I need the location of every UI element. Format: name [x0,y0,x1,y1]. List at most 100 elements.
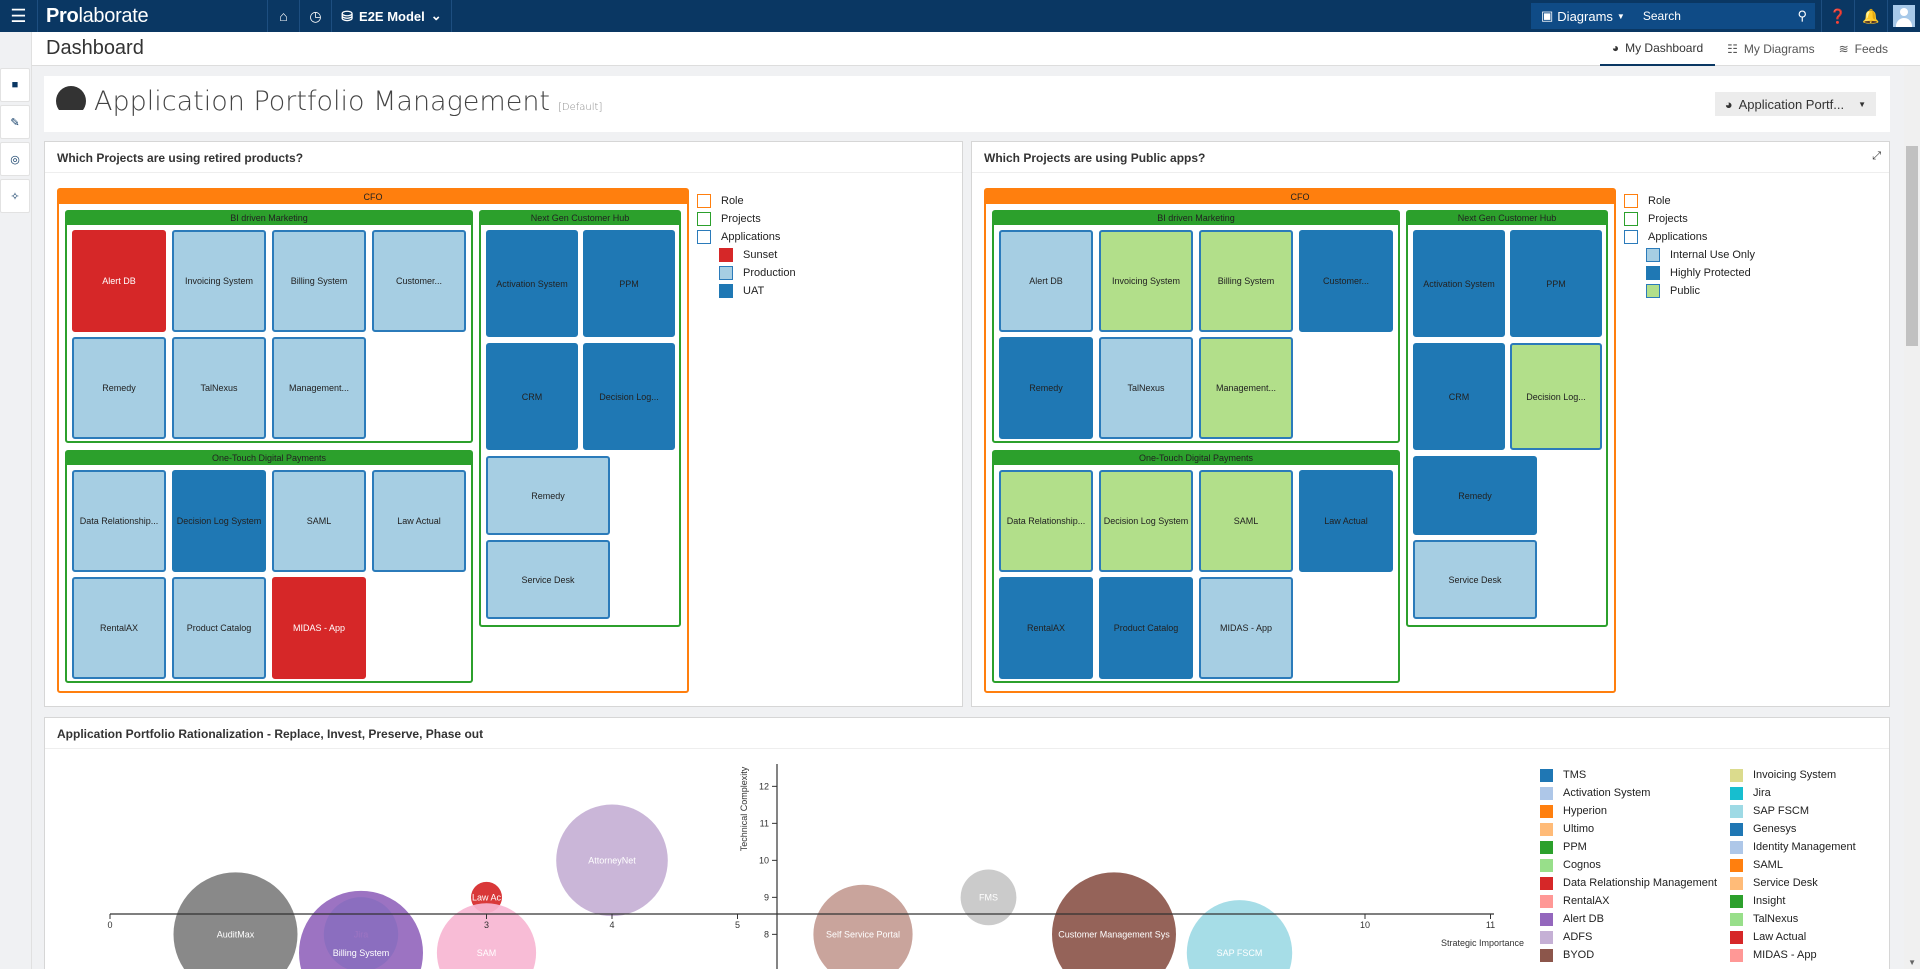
project-otdp[interactable]: One-Touch Digital Payments Data Relations… [992,450,1400,683]
legend-item[interactable]: Hyperion [1540,802,1730,820]
app-tile[interactable]: Law Actual [1299,470,1393,572]
legend-item[interactable]: BYOD [1540,946,1730,964]
bubble-point[interactable] [813,884,913,969]
app-tile[interactable]: CRM [486,343,578,450]
help-icon[interactable]: ❓ [1821,0,1854,32]
scroll-down-icon[interactable]: ▼ [1908,958,1916,967]
app-tile[interactable]: PPM [1510,230,1602,337]
home-icon[interactable]: ⌂ [268,0,300,32]
page-scrollbar[interactable]: ▼ [1904,66,1920,969]
legend-item[interactable]: Invoicing System [1730,766,1880,784]
bubble-point[interactable] [960,869,1017,926]
app-tile[interactable]: Invoicing System [1099,230,1193,332]
bubble-point[interactable] [173,872,298,969]
tab-my-dashboard[interactable]: ◕ My Dashboard [1599,32,1716,66]
legend-item[interactable]: TalNexus [1730,910,1880,928]
role-cfo[interactable]: CFO BI driven Marketing Alert DB Invoicing … [984,188,1616,693]
app-tile[interactable]: Decision Log System [172,470,266,572]
app-tile[interactable]: MIDAS - App [1199,577,1293,679]
tab-my-diagrams[interactable]: ☷ My Diagrams [1715,32,1826,66]
app-tile[interactable]: Alert DB [72,230,166,332]
target-icon[interactable]: ◎ [0,142,30,176]
app-tile[interactable]: Remedy [486,456,610,535]
legend-item[interactable]: Service Desk [1730,874,1880,892]
bell-icon[interactable]: 🔔 [1854,0,1887,32]
app-tile[interactable]: Invoicing System [172,230,266,332]
app-tile[interactable]: Data Relationship... [999,470,1093,572]
tab-feeds[interactable]: ≋ Feeds [1827,32,1900,66]
app-tile[interactable]: Alert DB [999,230,1093,332]
diagrams-dropdown[interactable]: ▣ Diagrams ▼ [1531,8,1635,24]
app-tile[interactable]: TalNexus [1099,337,1193,439]
legend-item[interactable]: Law Actual [1730,928,1880,946]
app-tile[interactable]: Product Catalog [1099,577,1193,679]
project-bi[interactable]: BI driven Marketing Alert DB Invoicing Sys… [992,210,1400,443]
app-tile[interactable]: PPM [583,230,675,337]
legend-item[interactable]: MIDAS - App [1730,946,1880,964]
legend-item[interactable]: SAP FSCM [1730,802,1880,820]
legend-item[interactable]: RentalAX [1540,892,1730,910]
legend-item[interactable]: Cognos [1540,856,1730,874]
legend-item[interactable]: SAML [1730,856,1880,874]
app-tile[interactable]: MIDAS - App [272,577,366,679]
app-tile[interactable]: Product Catalog [172,577,266,679]
app-tile[interactable]: RentalAX [72,577,166,679]
project-bi[interactable]: BI driven Marketing Alert DB Invoicing Sys… [65,210,473,443]
app-tile[interactable]: Decision Log... [583,343,675,450]
search-input[interactable] [1634,9,1785,23]
user-menu[interactable] [1887,0,1920,32]
legend-item[interactable]: Identity Management [1730,838,1880,856]
app-tile[interactable]: Management... [272,337,366,439]
app-tile[interactable]: Service Desk [1413,540,1537,619]
app-tile[interactable]: SAML [272,470,366,572]
legend-item[interactable]: Alert DB [1540,910,1730,928]
app-tile[interactable]: Management... [1199,337,1293,439]
app-tile[interactable]: Decision Log System [1099,470,1193,572]
legend-item[interactable]: Genesys [1730,820,1880,838]
project-ngch[interactable]: Next Gen Customer Hub Activation System PP… [479,210,681,627]
app-tile[interactable]: Decision Log... [1510,343,1602,450]
model-selector[interactable]: ⛁ E2E Model ⌄ [332,0,452,32]
hamburger-menu-icon[interactable]: ☰ [0,0,38,32]
app-tile[interactable]: Data Relationship... [72,470,166,572]
network-icon[interactable]: ✧ [0,179,30,213]
scroll-icon[interactable]: ✎ [0,105,30,139]
legend-item[interactable]: Jira [1730,784,1880,802]
app-tile[interactable]: Remedy [1413,456,1537,535]
app-tile[interactable]: Law Actual [372,470,466,572]
scrollbar-thumb[interactable] [1906,146,1918,346]
app-tile[interactable]: SAML [1199,470,1293,572]
app-tile[interactable]: Billing System [1199,230,1293,332]
bubble-point[interactable] [556,804,668,917]
brand-logo[interactable]: Pro laborate [38,0,268,32]
app-tile[interactable]: Remedy [999,337,1093,439]
legend-item[interactable]: Insight [1730,892,1880,910]
legend-item[interactable]: TMS [1540,766,1730,784]
legend-item[interactable]: Data Relationship Management [1540,874,1730,892]
project-otdp[interactable]: One-Touch Digital Payments Data Relations… [65,450,473,683]
legend-item[interactable]: Activation System [1540,784,1730,802]
app-tile[interactable]: Customer... [372,230,466,332]
history-icon[interactable]: ◷ [300,0,332,32]
folder-icon[interactable]: ■ [0,68,30,102]
app-tile[interactable]: Billing System [272,230,366,332]
app-tile[interactable]: Customer... [1299,230,1393,332]
app-tile[interactable]: RentalAX [999,577,1093,679]
app-tile[interactable]: Activation System [1413,230,1505,337]
app-tile[interactable]: Activation System [486,230,578,337]
app-tile[interactable]: TalNexus [172,337,266,439]
bubble-point[interactable] [1186,900,1293,969]
project-ngch[interactable]: Next Gen Customer Hub Activation System PP… [1406,210,1608,627]
expand-icon[interactable]: ⤢ [1872,150,1881,162]
legend-item[interactable]: PPM [1540,838,1730,856]
app-tile[interactable]: Service Desk [486,540,610,619]
legend-item[interactable]: Ultimo [1540,820,1730,838]
role-cfo[interactable]: CFO BI driven Marketing Alert DB Invoicing … [57,188,689,693]
dashboard-selector[interactable]: ◕ Application Portf... ▼ [1714,92,1876,116]
bubble-point[interactable] [299,890,423,969]
bubble-point[interactable] [436,903,537,969]
bubble-point[interactable] [1052,872,1176,969]
app-tile[interactable]: CRM [1413,343,1505,450]
search-icon[interactable]: ⚲ [1797,8,1807,23]
legend-item[interactable]: ADFS [1540,928,1730,946]
